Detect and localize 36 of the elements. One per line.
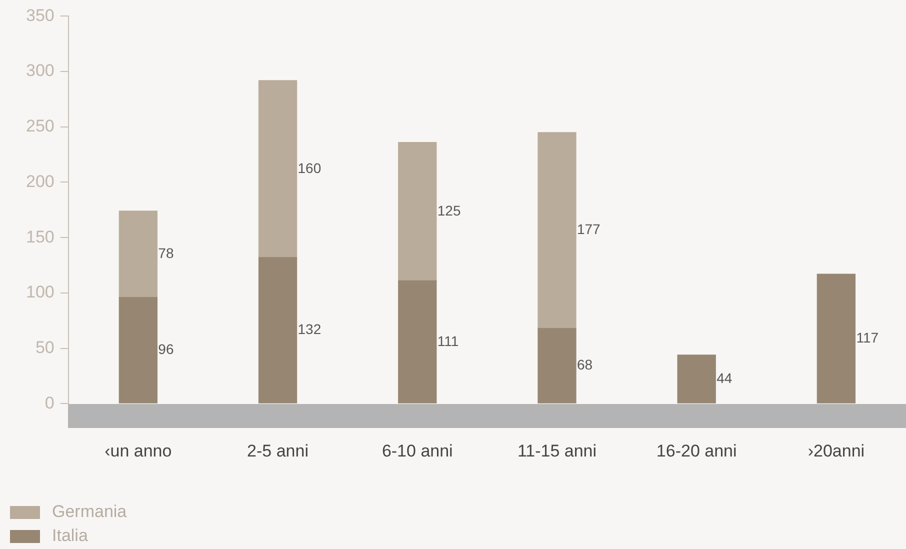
x-tick-label: 2-5 anni	[247, 441, 308, 460]
y-tick-label: 150	[26, 227, 54, 246]
bar	[258, 80, 298, 258]
y-tick-label: 0	[44, 393, 54, 412]
y-tick-label: 300	[26, 61, 54, 80]
x-tick-label: 16-20 anni	[656, 441, 737, 460]
bar	[816, 274, 856, 404]
bar	[258, 257, 298, 404]
bar	[538, 328, 576, 404]
y-tick-label: 250	[26, 116, 54, 136]
bar	[398, 280, 437, 404]
legend-label: Germania	[52, 502, 127, 522]
bar	[118, 297, 158, 404]
y-tick-label: 100	[26, 282, 54, 302]
y-tick-label: 350	[26, 6, 54, 25]
data-label: 96	[158, 341, 174, 358]
data-label: 125	[437, 202, 461, 218]
data-label: 111	[437, 332, 459, 349]
bar	[118, 210, 158, 298]
data-label: 68	[576, 356, 593, 373]
x-tick-label: ‹un anno	[104, 441, 172, 460]
data-label: 177	[576, 221, 601, 238]
y-tick-label: 200	[26, 172, 54, 191]
data-label: 44	[716, 370, 732, 386]
data-label: 132	[298, 321, 322, 338]
y-tick-label: 50	[35, 338, 54, 357]
x-tick-label: ›20anni	[808, 441, 865, 460]
x-tick-label: 6-10 anni	[382, 441, 453, 460]
legend-label: Italia	[52, 526, 88, 546]
data-label: 78	[158, 245, 174, 262]
bar	[398, 142, 437, 282]
data-label: 160	[298, 160, 322, 176]
bar	[677, 354, 716, 404]
bar	[538, 132, 576, 329]
data-label: 117	[856, 329, 879, 346]
x-tick-label: 11-15 anni	[517, 441, 597, 460]
